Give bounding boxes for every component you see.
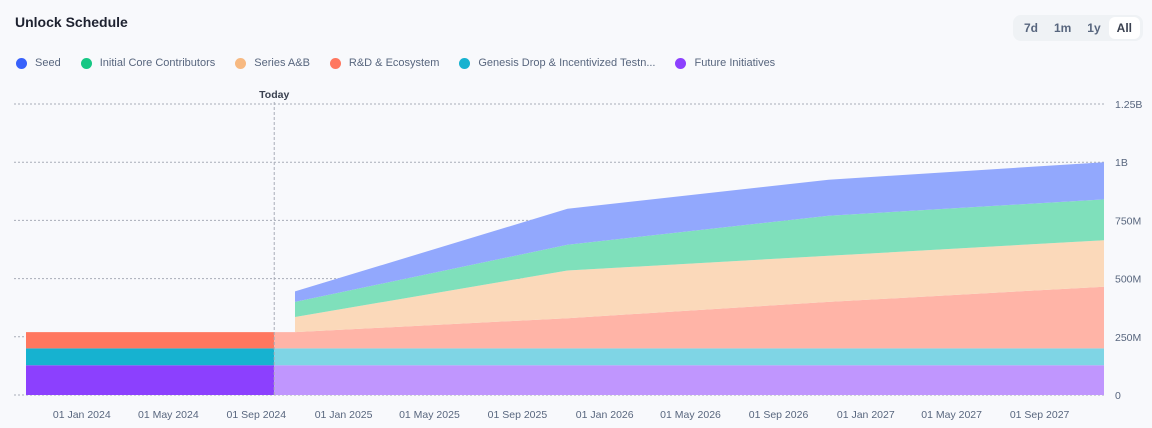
- x-tick-label: 01 May 2025: [399, 409, 460, 421]
- y-tick-label: 250M: [1115, 332, 1141, 344]
- legend-dot-icon: [16, 57, 27, 69]
- x-tick-label: 01 Sep 2027: [1010, 409, 1070, 421]
- range-all-button[interactable]: All: [1108, 17, 1140, 39]
- legend-item-seed[interactable]: Seed: [16, 57, 61, 69]
- legend-label: Genesis Drop & Incentivized Testn...: [478, 57, 656, 69]
- today-marker: Today: [259, 89, 289, 395]
- x-tick-label: 01 Sep 2025: [488, 409, 548, 421]
- area-future-initiatives-future: [274, 365, 1104, 395]
- legend-item-future-initiatives[interactable]: Future Initiatives: [675, 57, 775, 69]
- x-tick-label: 01 Jan 2025: [315, 409, 373, 421]
- legend-label: Series A&B: [254, 57, 310, 69]
- x-tick-label: 01 May 2026: [660, 409, 721, 421]
- x-tick-label: 01 May 2024: [138, 409, 199, 421]
- legend-dot-icon: [235, 57, 247, 69]
- x-axis: 01 Jan 2024 01 May 2024 01 Sep 2024 01 Jan …: [53, 409, 1070, 421]
- legend-item-series-ab[interactable]: Series A&B: [235, 57, 310, 69]
- legend-item-genesis-drop[interactable]: Genesis Drop & Incentivized Testn...: [459, 57, 655, 69]
- x-tick-label: 01 Sep 2024: [227, 409, 287, 421]
- legend-label: Future Initiatives: [694, 57, 776, 69]
- y-tick-label: 500M: [1115, 274, 1141, 286]
- y-tick-label: 1.25B: [1115, 99, 1142, 111]
- area-future-initiatives-past: [26, 365, 275, 395]
- area-genesis-drop-incentivized-testn-past: [26, 348, 275, 366]
- legend-label: Initial Core Contributors: [99, 57, 216, 69]
- range-1y-button[interactable]: 1y: [1087, 21, 1101, 35]
- range-1m-button[interactable]: 1m: [1053, 21, 1072, 35]
- legend-item-initial-core-contributors[interactable]: Initial Core Contributors: [80, 57, 216, 69]
- legend-label: R&D & Ecosystem: [348, 57, 440, 69]
- time-range-selector: 7d 1m 1y All: [1012, 15, 1143, 41]
- area-r-d-ecosystem-past: [26, 332, 275, 349]
- chart-legend: Seed Initial Core Contributors Series A&…: [16, 57, 795, 69]
- stacked-areas: [26, 162, 1104, 395]
- legend-dot-icon: [80, 57, 92, 69]
- area-genesis-drop-incentivized-testn-future: [274, 348, 1104, 366]
- area-initial-core-contributors-future: [274, 199, 1104, 333]
- y-axis: 0 250M 500M 750M 1B 1.25B: [1115, 99, 1142, 402]
- legend-label: Seed: [35, 57, 61, 69]
- area-series-a-b-future: [274, 240, 1104, 333]
- x-tick-label: 01 Jan 2027: [837, 409, 895, 421]
- y-tick-label: 1B: [1115, 157, 1128, 169]
- legend-item-rd-ecosystem[interactable]: R&D & Ecosystem: [329, 57, 440, 69]
- legend-dot-icon: [675, 57, 687, 69]
- area-r-d-ecosystem-future: [274, 286, 1104, 349]
- x-tick-label: 01 Jan 2026: [576, 409, 634, 421]
- chart-title: Unlock Schedule: [15, 14, 128, 30]
- x-tick-label: 01 May 2027: [921, 409, 982, 421]
- range-7d-button[interactable]: 7d: [1023, 21, 1038, 35]
- legend-dot-icon: [329, 57, 341, 69]
- y-tick-label: 750M: [1115, 215, 1141, 227]
- y-tick-label: 0: [1115, 390, 1121, 402]
- x-tick-label: 01 Sep 2026: [749, 409, 809, 421]
- x-tick-label: 01 Jan 2024: [53, 409, 111, 421]
- area-seed-future: [274, 162, 1104, 333]
- today-label: Today: [259, 89, 289, 101]
- legend-dot-icon: [459, 57, 471, 69]
